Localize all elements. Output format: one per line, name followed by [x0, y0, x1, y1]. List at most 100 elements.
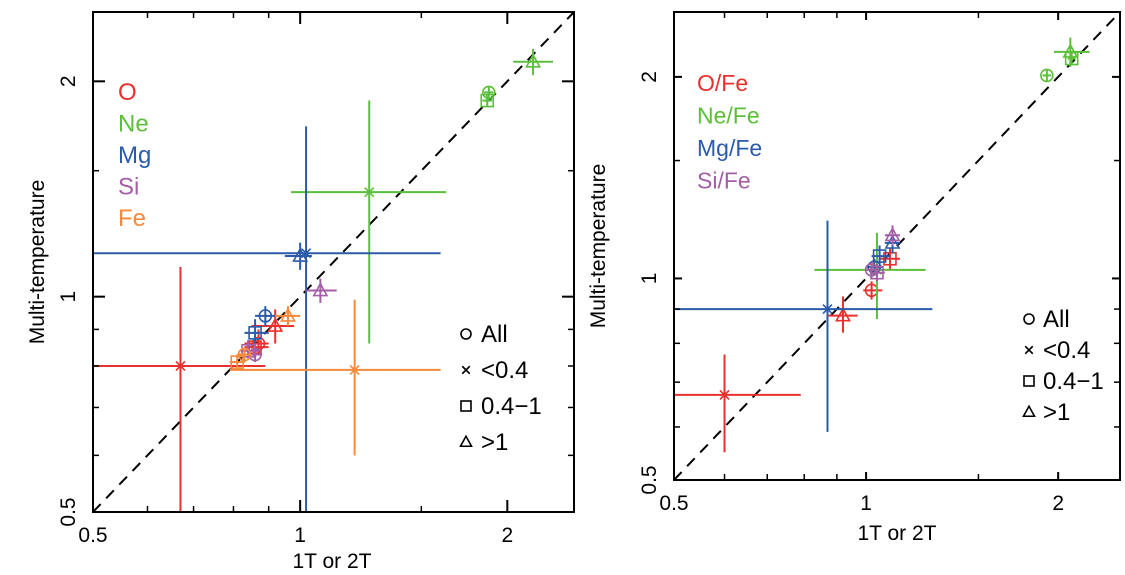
point-marker-circle — [258, 309, 273, 323]
point-marker-triangle — [525, 53, 542, 68]
y-tick-label: 1 — [638, 273, 661, 285]
data-point — [93, 267, 266, 512]
x-axis-label: 1T or 2T — [293, 550, 372, 573]
plot-frame — [92, 11, 575, 513]
data-point — [879, 248, 900, 270]
chart-panel-2: 0.5 1 2 0.5 1 2 1T or 2T Multi-temperature O/Fe N… — [587, 11, 1121, 545]
legend-entry: O — [118, 79, 137, 106]
data-point — [244, 319, 269, 344]
chart-panel-1: 0.5 1 2 0.5 1 2 1T or 2T Multi-temperature O Ne Mg… — [26, 11, 575, 573]
plot-frame — [673, 11, 1121, 481]
identity-line — [674, 12, 1120, 480]
legend-marker-label: 0.4−1 — [1043, 368, 1104, 395]
legend-entry: Mg/Fe — [697, 135, 762, 161]
point-marker-x — [822, 304, 833, 315]
point-marker-square — [870, 265, 884, 280]
legend-marker-triangle — [1022, 404, 1036, 418]
legend-entry: Si/Fe — [697, 168, 751, 194]
data-point — [1053, 37, 1090, 67]
data-point — [674, 354, 801, 453]
legend-marker-label: 0.4−1 — [481, 393, 542, 420]
point-marker-square — [230, 355, 244, 369]
legend-marker-x — [461, 365, 471, 375]
legend-marker-label: All — [481, 321, 508, 348]
point-marker-triangle — [312, 281, 329, 297]
point-marker-circle — [482, 85, 496, 100]
point-marker-square — [241, 344, 255, 358]
data-point — [513, 48, 553, 76]
data-point — [871, 245, 890, 268]
point-marker-triangle — [835, 307, 851, 322]
x-tick-label: 2 — [501, 524, 513, 547]
data-point — [93, 126, 441, 512]
x-tick-label: 0.5 — [78, 524, 107, 547]
y-tick-label: 1 — [57, 291, 80, 303]
point-marker-x — [349, 364, 360, 375]
point-marker-triangle — [280, 307, 296, 322]
x-axis-label: 1T or 2T — [858, 522, 937, 545]
data-point — [255, 306, 276, 326]
y-tick-label: 2 — [638, 71, 661, 83]
y-tick-label: 2 — [57, 75, 80, 87]
data-point — [884, 225, 901, 246]
y-tick-label: 0.5 — [57, 497, 80, 526]
data-point — [827, 296, 858, 333]
data-point — [284, 242, 312, 270]
data-point — [482, 85, 496, 100]
marker-legend: All <0.4 0.4−1 >1 — [1022, 306, 1104, 426]
point-marker-square — [248, 326, 262, 340]
point-marker-square — [883, 251, 897, 266]
element-legend: O/Fe Ne/Fe Mg/Fe Si/Fe — [697, 70, 762, 194]
legend-entry: Ne — [118, 111, 149, 138]
x-tick-label: 1 — [294, 524, 306, 547]
point-marker-triangle — [884, 226, 901, 242]
legend-entry: Mg — [118, 142, 151, 169]
point-marker-x — [364, 187, 375, 198]
legend-entry: Fe — [118, 205, 146, 232]
y-tick-label: 0.5 — [638, 465, 661, 494]
x-tick-label: 1 — [860, 492, 872, 515]
point-marker-x — [719, 389, 730, 400]
point-marker-x — [175, 360, 186, 372]
legend-entry: O/Fe — [697, 70, 748, 96]
point-marker-square — [480, 93, 495, 108]
data-point — [674, 220, 933, 432]
point-marker-triangle — [884, 234, 901, 249]
legend-marker-square — [460, 400, 472, 412]
data-point — [870, 264, 885, 282]
point-marker-triangle — [292, 247, 309, 262]
element-legend: O Ne Mg Si Fe — [118, 79, 151, 232]
point-marker-square — [872, 249, 887, 263]
data-point — [275, 306, 301, 326]
data-point — [229, 354, 245, 370]
x-tick-label: 2 — [1052, 492, 1064, 515]
point-marker-circle — [237, 347, 252, 362]
legend-marker-label: <0.4 — [481, 357, 528, 384]
data-point — [229, 299, 441, 456]
point-marker-triangle — [267, 317, 284, 332]
legend-marker-label: All — [1043, 306, 1070, 333]
point-marker-circle — [1040, 68, 1054, 83]
legend-entry: Si — [118, 174, 139, 201]
data-point — [1040, 68, 1054, 83]
legend-entry: Ne/Fe — [697, 103, 760, 129]
point-marker-triangle — [1062, 43, 1079, 58]
x-tick-label: 0.5 — [659, 492, 688, 515]
legend-marker-triangle — [459, 434, 473, 448]
legend-marker-square — [1023, 375, 1035, 387]
data-point — [291, 100, 447, 344]
y-axis-label: Multi-temperature — [26, 180, 49, 345]
data-point — [306, 278, 337, 303]
legend-marker-x — [1024, 345, 1034, 355]
legend-marker-circle — [1023, 313, 1035, 325]
marker-legend: All <0.4 0.4−1 >1 — [459, 321, 542, 456]
data-point — [237, 347, 252, 363]
data-point — [480, 93, 495, 108]
legend-marker-label: <0.4 — [1043, 337, 1090, 364]
y-axis-label: Multi-temperature — [587, 164, 610, 329]
legend-marker-label: >1 — [1043, 399, 1070, 426]
data-point — [863, 281, 883, 300]
legend-marker-label: >1 — [481, 429, 508, 456]
legend-marker-circle — [460, 328, 472, 340]
